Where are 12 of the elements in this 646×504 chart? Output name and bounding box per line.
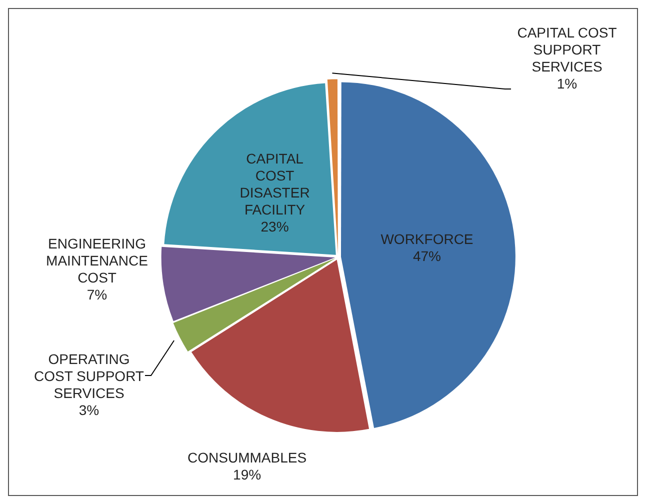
data-label: 47% <box>412 248 442 264</box>
slice-label: CONSUMMABLES <box>188 450 307 466</box>
slice-label: OPERATING COST SUPPORT SERVICES <box>34 350 144 401</box>
data-label: 7% <box>86 286 108 303</box>
data-label: 3% <box>78 402 100 418</box>
data-label: 19% <box>233 466 262 483</box>
data-label: 1% <box>556 75 578 92</box>
slice-label: CAPITAL COST SUPPORT SERVICES <box>517 24 618 74</box>
slice-label: WORKFORCE <box>380 230 474 247</box>
slice-label: CAPITAL COST DISASTER FACILITY <box>240 150 310 218</box>
slice-label: ENGINEERING MAINTENANCE COST <box>46 236 148 286</box>
data-label: 23% <box>260 218 289 235</box>
